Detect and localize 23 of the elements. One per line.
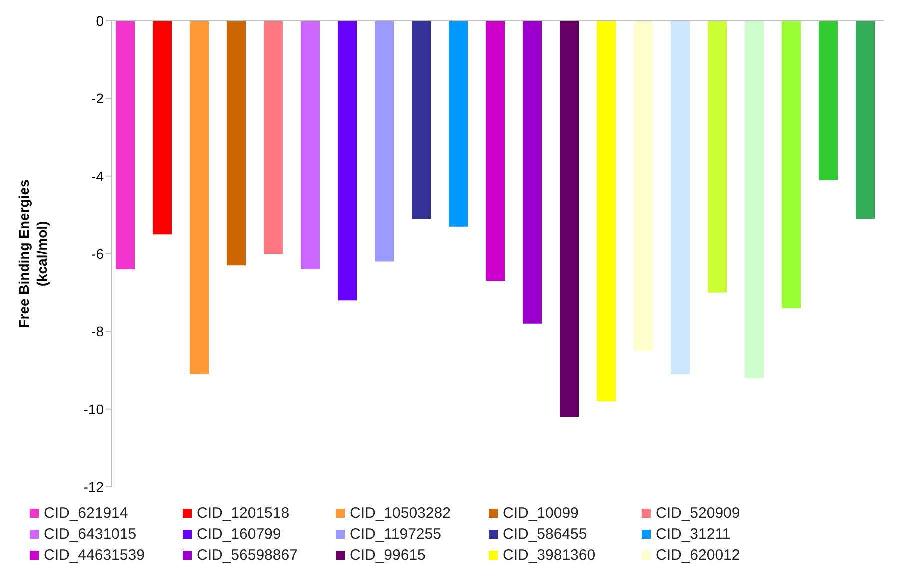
y-axis-title: Free Binding Energies (kcal/mol) — [16, 179, 50, 328]
legend-label: CID_31211 — [656, 526, 731, 543]
legend-label: CID_6431015 — [44, 526, 137, 543]
legend-label: CID_621914 — [44, 505, 128, 522]
y-tick-label: -2 — [92, 90, 104, 107]
legend-label: CID_1201518 — [197, 505, 290, 522]
legend-label: CID_586455 — [503, 526, 588, 543]
legend-label: CID_10099 — [503, 505, 579, 522]
legend-label: CID_10503282 — [350, 505, 451, 522]
legend-label: CID_1197255 — [350, 526, 442, 543]
y-tick-label: -12 — [84, 478, 104, 495]
y-tick-label: 0 — [96, 12, 104, 29]
legend-label: CID_520909 — [656, 505, 740, 522]
y-tick-label: -10 — [84, 401, 104, 418]
legend-label: CID_620012 — [656, 547, 740, 564]
legend-label: CID_44631539 — [44, 547, 145, 564]
y-tick-label: -4 — [92, 168, 104, 184]
legend-label: CID_160799 — [197, 526, 282, 543]
legend-label: CID_56598867 — [197, 547, 298, 564]
y-tick-label: -8 — [92, 324, 104, 340]
legend-label: CID_3981360 — [503, 547, 596, 564]
legend-label: CID_99615 — [350, 547, 426, 564]
y-tick-label: -6 — [92, 246, 104, 262]
